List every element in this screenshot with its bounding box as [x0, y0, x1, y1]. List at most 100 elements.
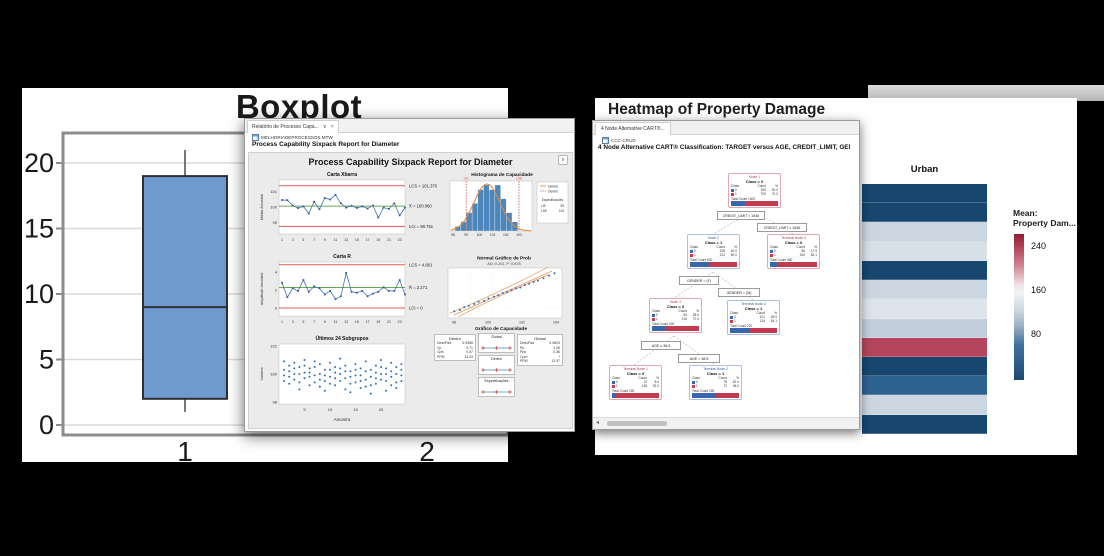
collapse-button[interactable]: ∨ — [558, 155, 568, 165]
svg-text:LSE: LSE — [516, 177, 523, 181]
svg-text:1: 1 — [177, 436, 193, 462]
stat-row: PPM 12.97 — [520, 359, 560, 364]
svg-text:AD: 0.201, P: 0.878: AD: 0.201, P: 0.878 — [487, 262, 520, 266]
svg-text:9: 9 — [324, 320, 326, 324]
svg-text:Valores: Valores — [259, 367, 264, 380]
svg-text:LIE: LIE — [541, 204, 546, 208]
svg-text:LCI = 0: LCI = 0 — [409, 306, 423, 311]
svg-text:98: 98 — [273, 400, 278, 405]
svg-text:98: 98 — [452, 321, 456, 325]
dentro-stats-box: Dentro DesvPad 0.9366 Cp 0.71 CpK 0.37 PPM 13.4… — [434, 334, 476, 362]
heatmap-column-label: Urban — [910, 164, 939, 175]
worksheet-icon — [602, 137, 609, 144]
report-panel-title: Process Capability Sixpack Report for Di… — [308, 157, 513, 167]
svg-text:17: 17 — [366, 320, 370, 324]
svg-text:23: 23 — [398, 320, 402, 324]
split-rule-label: AGE > 38.5 — [678, 354, 720, 363]
tree-node: Terminal Node 3 Class = 1 Class Count% 0 101 4… — [727, 300, 780, 335]
svg-text:Amplitude Amostral: Amplitude Amostral — [260, 272, 264, 305]
interval-box-especificacoes: Especificações — [478, 377, 515, 397]
legend-subtitle: Property Dam... — [1013, 218, 1076, 228]
svg-text:3: 3 — [292, 238, 294, 242]
svg-text:1: 1 — [281, 320, 283, 324]
svg-text:15: 15 — [355, 320, 359, 324]
tree-node: Node 3 Class = 0 Class Count% 0 84 28.0 1 216 72.… — [649, 298, 702, 333]
svg-text:102: 102 — [270, 344, 277, 349]
tab-process-capability-report[interactable]: Relatório de Processo Capa... ∨ × — [247, 120, 339, 133]
stat-row: Cpm * — [520, 354, 560, 359]
svg-text:R̄ = 2.271: R̄ = 2.271 — [409, 285, 428, 290]
svg-text:21: 21 — [387, 320, 391, 324]
capability-plot-title: Gráfico de Capacidade — [475, 327, 527, 332]
cart-tab-bar: 4 Node Alternative CART®... — [593, 121, 859, 135]
chevron-down-icon[interactable]: ∨ — [322, 124, 327, 130]
svg-text:10: 10 — [328, 407, 333, 412]
stats-box-title: Dentro — [448, 336, 461, 341]
heatmap-cell — [862, 356, 987, 377]
scrollbar-thumb[interactable] — [607, 420, 667, 426]
svg-text:19: 19 — [376, 320, 380, 324]
close-icon[interactable]: × — [330, 124, 334, 130]
interval-label: Dentro — [491, 357, 502, 361]
svg-text:7: 7 — [313, 238, 315, 242]
heatmap-cell — [862, 280, 987, 300]
worksheet-row: CCC-CRUD — [602, 137, 636, 144]
svg-text:100: 100 — [485, 321, 491, 325]
interval-label: Global — [491, 335, 502, 339]
svg-text:101: 101 — [490, 233, 496, 237]
svg-text:15: 15 — [353, 407, 358, 412]
stat-row: DesvPad 0.9823 — [520, 341, 560, 345]
worksheet-row: MELHORIADEPROCESSOS.MTW — [252, 134, 333, 141]
worksheet-name: MELHORIADEPROCESSOS.MTW — [261, 135, 333, 140]
svg-text:X̄ = 100.060: X̄ = 100.060 — [409, 204, 432, 209]
svg-text:Média Amostral: Média Amostral — [260, 194, 264, 220]
svg-text:100: 100 — [270, 205, 277, 210]
svg-text:13: 13 — [344, 238, 348, 242]
svg-text:0: 0 — [275, 306, 278, 311]
svg-text:102: 102 — [503, 233, 509, 237]
svg-text:9: 9 — [324, 238, 326, 242]
scroll-left-icon[interactable]: ◂ — [596, 420, 600, 426]
svg-text:99: 99 — [560, 204, 564, 208]
svg-text:4: 4 — [275, 270, 278, 275]
svg-text:LCS = 101.370: LCS = 101.370 — [409, 183, 438, 188]
svg-text:102: 102 — [519, 321, 525, 325]
split-rule-label: CREDIT_LIMIT ≥ 1546 — [757, 223, 807, 232]
svg-text:100: 100 — [477, 233, 483, 237]
horizontal-scrollbar[interactable]: ◂ — [593, 417, 859, 429]
heatmap-title: Heatmap of Property Damage — [608, 101, 826, 118]
svg-text:2: 2 — [419, 436, 435, 462]
stat-row: DesvPad 0.9366 — [437, 341, 473, 345]
stat-row: Pp 1.06 — [520, 345, 560, 350]
svg-text:11: 11 — [334, 238, 338, 242]
cart-heading: 4 Node Alternative CART® Classification:… — [598, 144, 850, 151]
heatmap-cell — [862, 260, 987, 281]
stats-box-title: Global — [534, 336, 546, 341]
split-rule-label: CREDIT_LIMIT < 1546 — [717, 211, 765, 220]
svg-text:104: 104 — [553, 321, 559, 325]
stat-row: Ppk 0.36 — [520, 350, 560, 355]
svg-text:LCS = 4.801: LCS = 4.801 — [409, 262, 433, 267]
global-stats-box: Global DesvPad 0.9823 Pp 1.06 Ppk 0.36 Cpm * PPM… — [517, 334, 563, 366]
svg-text:5: 5 — [302, 320, 304, 324]
tree-node: Node 1 Class = 0 Class Count% 0 300 30.0 1 700 70… — [728, 173, 781, 208]
worksheet-name: CCC-CRUD — [611, 138, 636, 143]
heatmap-cell — [862, 414, 987, 434]
svg-text:Amostra: Amostra — [334, 417, 351, 422]
report-heading: Process Capability Sixpack Report for Di… — [252, 141, 400, 148]
colorbar-tick: 240 — [1031, 241, 1047, 251]
tab-cart-report[interactable]: 4 Node Alternative CART®... — [595, 122, 671, 135]
tree-node: Node 2 Class = 1 Class Count% 0 208 40.0 1 312 60… — [687, 234, 740, 269]
heatmap-cell — [862, 337, 987, 357]
svg-text:5: 5 — [39, 345, 54, 375]
heatmap-cell — [862, 299, 987, 319]
svg-text:20: 20 — [24, 148, 54, 178]
svg-text:Global: Global — [548, 184, 558, 188]
heatmap-cell — [862, 395, 987, 415]
svg-text:17: 17 — [366, 238, 370, 242]
svg-text:100: 100 — [270, 372, 277, 377]
heatmap-colorbar — [1014, 234, 1024, 380]
svg-text:15: 15 — [355, 238, 359, 242]
